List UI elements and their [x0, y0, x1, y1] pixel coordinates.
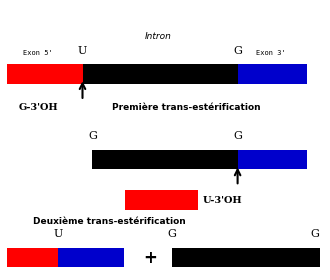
Bar — [172, 248, 320, 267]
Bar — [7, 248, 58, 267]
Text: U: U — [78, 46, 87, 56]
Text: G: G — [88, 131, 97, 141]
Bar — [92, 150, 238, 169]
Bar — [238, 64, 307, 84]
Text: +: + — [143, 249, 157, 267]
Bar — [238, 150, 307, 169]
Text: G-3'OH: G-3'OH — [18, 103, 58, 112]
Text: Exon 3': Exon 3' — [256, 50, 285, 56]
Bar — [58, 248, 124, 267]
Text: Première trans-estérification: Première trans-estérification — [112, 103, 261, 112]
Text: Deuxième trans-estérification: Deuxième trans-estérification — [33, 217, 185, 226]
Text: U: U — [53, 228, 62, 239]
Text: Exon 5': Exon 5' — [23, 50, 53, 56]
Text: G: G — [233, 131, 242, 141]
Text: Intron: Intron — [145, 32, 172, 41]
Bar — [7, 64, 82, 84]
Text: G: G — [167, 228, 176, 239]
Text: G: G — [311, 228, 319, 239]
Bar — [82, 64, 238, 84]
Text: U-3'OH: U-3'OH — [203, 196, 243, 205]
Text: G: G — [233, 46, 242, 56]
Bar — [125, 190, 198, 210]
